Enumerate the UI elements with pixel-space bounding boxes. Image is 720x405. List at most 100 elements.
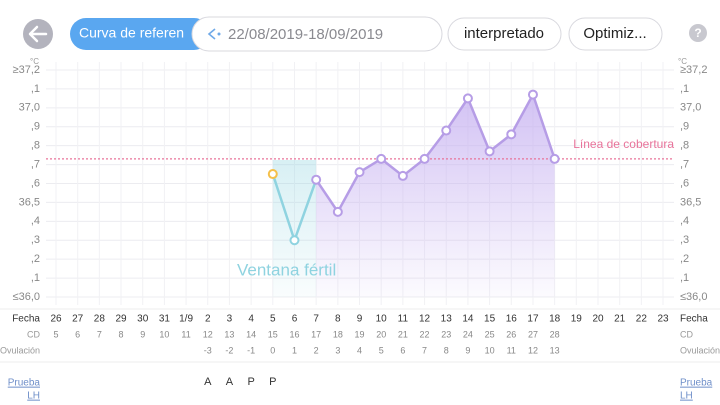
x-tick-label: 6 — [292, 314, 298, 325]
temperature-point — [397, 170, 408, 181]
temperature-point — [267, 169, 278, 180]
x-tick-label: 2 — [205, 314, 211, 325]
fertile-window-label: Ventana fértil — [237, 260, 336, 279]
y-tick-label: ,9 — [31, 121, 40, 133]
x-tick-label: 27 — [72, 314, 84, 325]
cycle-day: 26 — [506, 329, 516, 339]
ovulation-day: 3 — [335, 345, 340, 355]
reference-button[interactable] — [70, 18, 210, 50]
back-arrow — [28, 25, 48, 43]
cycle-day: 25 — [485, 329, 495, 339]
cycle-day: 8 — [119, 329, 124, 339]
date-range: 22/08/2019-18/09/2019 — [228, 26, 383, 43]
temperature-point — [289, 235, 300, 246]
ovulation-day: 4 — [357, 345, 362, 355]
help-button[interactable] — [689, 24, 707, 42]
cycle-day: 27 — [528, 329, 538, 339]
cycle-day: 7 — [97, 329, 102, 339]
y-tick-label: ,7 — [31, 158, 40, 170]
reference-button-label: Curva de referen — [79, 25, 184, 41]
cycle-day: 18 — [333, 329, 343, 339]
y-tick-label: ≥37,2 — [13, 64, 40, 76]
x-tick-label: 22 — [636, 314, 648, 325]
x-tick-label: 7 — [313, 314, 319, 325]
y2-tick-label: ≤36,0 — [680, 291, 707, 303]
ovulation-day: 1 — [292, 345, 297, 355]
cycle-day: 15 — [268, 329, 278, 339]
temperature-point — [484, 146, 495, 157]
cycle-day: 9 — [140, 329, 145, 339]
temperature-point — [311, 174, 322, 185]
lh-result: A — [204, 376, 212, 388]
x-tick-label: 5 — [270, 314, 276, 325]
help-label: ? — [694, 26, 701, 40]
lh-label: Prueba — [680, 378, 713, 389]
x-tick-label: 9 — [357, 314, 363, 325]
x-tick-label: 20 — [592, 314, 604, 325]
row-label: Fecha — [680, 314, 708, 325]
cycle-day: 21 — [398, 329, 408, 339]
optimize-button[interactable] — [568, 17, 663, 51]
x-tick-label: 19 — [571, 314, 583, 325]
cycle-day: 17 — [311, 329, 321, 339]
temperature-point — [332, 206, 343, 217]
x-tick-label: 29 — [115, 314, 127, 325]
cycle-day: 22 — [420, 329, 430, 339]
ovulation-day: 6 — [400, 345, 405, 355]
temperature-point — [549, 153, 560, 164]
ovulation-day: 13 — [550, 345, 560, 355]
row-label: CD — [680, 329, 693, 339]
interpreted-button[interactable] — [447, 17, 562, 51]
temperature-point — [376, 153, 387, 164]
x-tick-label: 30 — [137, 314, 149, 325]
x-tick-label: 13 — [441, 314, 453, 325]
y2-tick-label: ,1 — [680, 272, 689, 284]
temperature-point — [506, 129, 517, 140]
y2-tick-label: ≥37,2 — [680, 64, 707, 76]
ovulation-day: -2 — [225, 345, 233, 355]
y2-tick-label: ,1 — [680, 83, 689, 95]
lh-label: LH — [27, 391, 40, 402]
interpreted-button-label: interpretado — [464, 25, 544, 42]
temperature-point — [462, 93, 473, 104]
y-tick-label: ,2 — [31, 253, 40, 265]
ovulation-day: 11 — [507, 345, 516, 355]
y-tick-label: ,6 — [31, 177, 40, 189]
cycle-day: 6 — [75, 329, 80, 339]
ovulation-day: 10 — [485, 345, 495, 355]
y2-tick-label: ,6 — [680, 177, 689, 189]
temperature-point — [354, 167, 365, 178]
lh-result: P — [247, 376, 254, 388]
unit-label: °C — [30, 57, 39, 66]
lh-label: LH — [680, 391, 693, 402]
row-label: CD — [27, 329, 40, 339]
temperature-area — [316, 94, 555, 297]
temperature-point — [441, 125, 452, 136]
temperature-point — [527, 89, 538, 100]
x-tick-label: 17 — [527, 314, 539, 325]
ovulation-day: 12 — [528, 345, 538, 355]
y2-tick-label: ,3 — [680, 234, 689, 246]
cycle-day: 10 — [159, 329, 169, 339]
x-tick-label: 11 — [398, 314, 409, 325]
top-bar: Curva de referen 22/08/2019-18/09/2019 i… — [23, 16, 707, 52]
y-tick-label: ,8 — [31, 140, 40, 152]
y-tick-label: 37,0 — [19, 102, 40, 114]
x-tick-label: 3 — [227, 314, 233, 325]
y2-tick-label: 36,5 — [680, 196, 701, 208]
row-label: Fecha — [12, 314, 40, 325]
coverage-line-label: Línea de cobertura — [573, 137, 674, 151]
cycle-day: 23 — [441, 329, 451, 339]
cycle-day: 13 — [224, 329, 234, 339]
y-tick-label: ,4 — [31, 215, 40, 227]
x-tick-label: 26 — [50, 314, 62, 325]
cycle-day: 11 — [181, 329, 190, 339]
date-range-field[interactable] — [191, 16, 443, 52]
y2-tick-label: 37,0 — [680, 102, 701, 114]
cycle-day: 5 — [53, 329, 58, 339]
cycle-day: 28 — [550, 329, 560, 339]
date-range-icon — [207, 28, 216, 40]
date-range-icon-dot — [217, 32, 221, 36]
y-tick-label: ,1 — [31, 272, 40, 284]
